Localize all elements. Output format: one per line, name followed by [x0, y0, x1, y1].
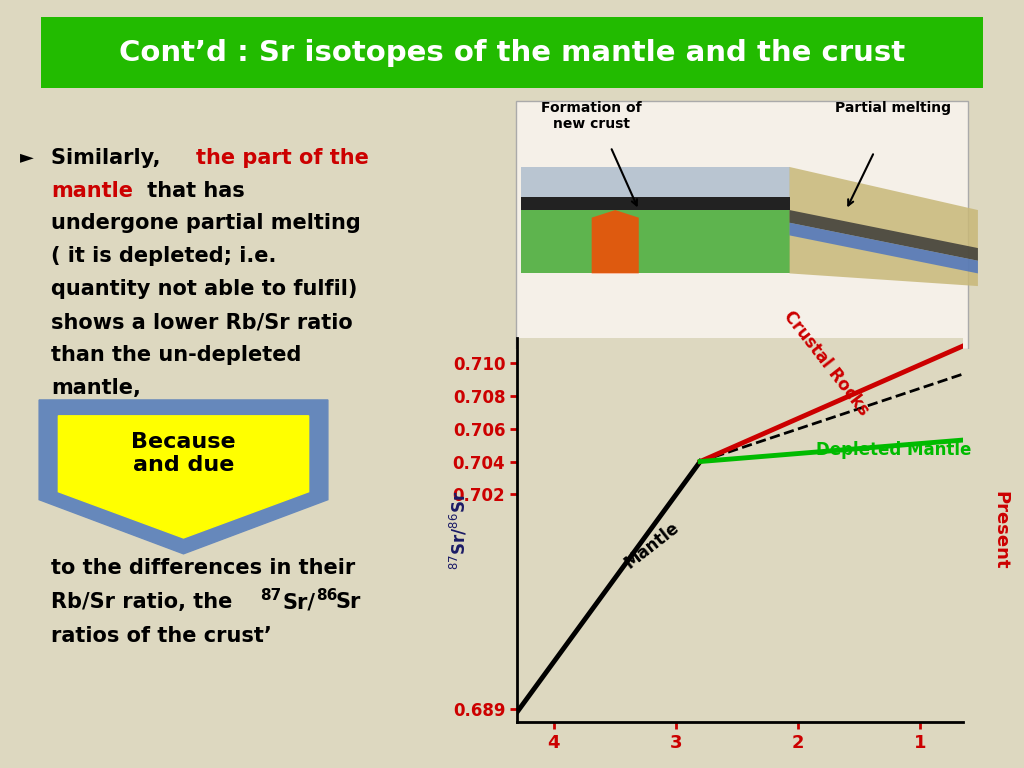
Text: Mantle: Mantle: [621, 519, 683, 573]
Text: mantle,: mantle,: [51, 378, 141, 398]
Polygon shape: [521, 210, 790, 273]
Text: ratios of the crust’: ratios of the crust’: [51, 627, 272, 647]
Text: Partial melting: Partial melting: [836, 101, 951, 115]
Text: mantle: mantle: [51, 180, 133, 200]
Text: Formation of
new crust: Formation of new crust: [542, 101, 642, 131]
FancyBboxPatch shape: [3, 14, 1021, 91]
Text: undergone partial melting: undergone partial melting: [51, 213, 360, 233]
Text: shows a lower Rb/Sr ratio: shows a lower Rb/Sr ratio: [51, 312, 353, 332]
Polygon shape: [790, 210, 978, 261]
Text: to the differences in their: to the differences in their: [51, 558, 355, 578]
Polygon shape: [521, 197, 790, 210]
Text: 86: 86: [315, 588, 337, 603]
Text: Similarly,: Similarly,: [51, 148, 168, 168]
Text: Depleted Mantle: Depleted Mantle: [816, 441, 972, 459]
Text: $^{87}$Sr/$^{86}$Sr: $^{87}$Sr/$^{86}$Sr: [449, 490, 470, 570]
Text: Cont’d : Sr isotopes of the mantle and the crust: Cont’d : Sr isotopes of the mantle and t…: [119, 38, 905, 67]
Text: Rb/Sr ratio, the: Rb/Sr ratio, the: [51, 592, 240, 612]
Text: than the un-depleted: than the un-depleted: [51, 345, 301, 365]
Polygon shape: [39, 400, 328, 554]
Text: Crustal Rocks: Crustal Rocks: [779, 308, 872, 419]
Polygon shape: [521, 167, 790, 197]
Text: Sr/: Sr/: [283, 592, 315, 612]
Polygon shape: [790, 167, 978, 286]
FancyBboxPatch shape: [516, 101, 969, 349]
Text: Because
and due: Because and due: [131, 432, 236, 475]
Text: that has: that has: [140, 180, 245, 200]
Polygon shape: [592, 210, 639, 273]
Polygon shape: [790, 223, 978, 273]
Text: ( it is depleted; i.e.: ( it is depleted; i.e.: [51, 246, 276, 266]
Text: ►: ►: [19, 148, 34, 167]
Text: 87: 87: [260, 588, 282, 603]
Text: Sr: Sr: [335, 592, 360, 612]
Text: Present: Present: [991, 491, 1010, 569]
Text: quantity not able to fulfil): quantity not able to fulfil): [51, 279, 357, 299]
Polygon shape: [58, 415, 308, 538]
Text: the part of the: the part of the: [196, 148, 369, 168]
